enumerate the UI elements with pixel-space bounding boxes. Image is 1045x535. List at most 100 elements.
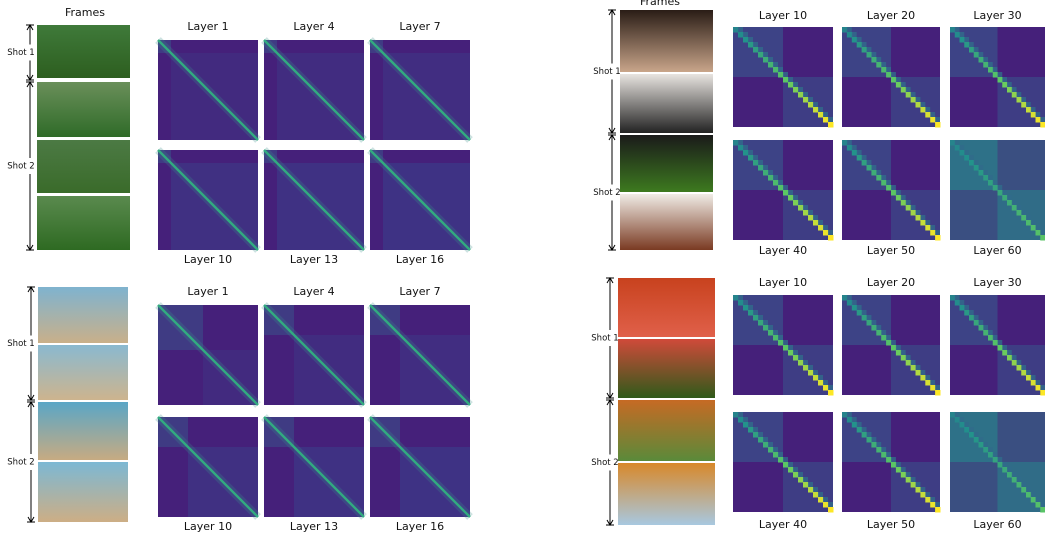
heatmap-cell xyxy=(851,32,857,37)
heatmap-cell xyxy=(846,27,852,32)
heatmap-cell xyxy=(743,37,749,43)
heatmap-cell xyxy=(915,365,921,370)
layer-label: Layer 1 xyxy=(187,285,228,298)
heatmap-cell xyxy=(768,325,773,330)
heatmap-cell xyxy=(988,180,994,186)
heatmap-cell xyxy=(1026,492,1032,498)
heatmap-cell xyxy=(950,27,956,33)
heatmap-cell xyxy=(1016,482,1022,488)
heatmap-cell xyxy=(788,467,794,473)
shot-label: Shot 1 xyxy=(7,339,34,349)
heatmap-cell xyxy=(783,190,789,196)
heatmap-cell xyxy=(930,385,936,391)
heatmap-cell xyxy=(748,310,754,316)
heatmap-cell xyxy=(895,350,902,356)
heatmap-cell xyxy=(793,82,798,87)
heatmap-cell xyxy=(828,122,834,128)
heatmap-cell xyxy=(753,315,759,321)
heatmap-diagonal-glow xyxy=(155,147,261,253)
heatmap-cell xyxy=(778,452,783,457)
heatmap-cell xyxy=(846,145,853,151)
heatmap-cell xyxy=(851,37,858,43)
video-frame xyxy=(620,10,713,72)
heatmap-cell xyxy=(973,320,979,326)
layer-label: Layer 20 xyxy=(867,276,915,289)
heatmap-cell xyxy=(964,422,969,427)
heatmap-cell xyxy=(743,150,749,156)
heatmap-cell xyxy=(866,315,872,320)
heatmap-cell xyxy=(954,417,960,423)
heatmap-cell xyxy=(793,87,799,93)
heatmap-diagonal xyxy=(263,304,365,406)
layer-label: Layer 7 xyxy=(399,285,440,298)
bracket-arrow xyxy=(26,244,34,251)
heatmap-cell xyxy=(808,487,814,493)
heatmap-cell xyxy=(856,305,862,310)
heatmap-cell xyxy=(1021,487,1027,493)
heatmap-cell xyxy=(935,230,940,235)
heatmap-cell xyxy=(930,380,936,385)
heatmap-cell xyxy=(823,502,829,508)
heatmap-cell xyxy=(793,355,799,361)
heatmap-cell xyxy=(823,225,828,230)
heatmap-cell xyxy=(748,37,753,42)
heatmap-cell xyxy=(886,67,891,72)
heatmap-cell xyxy=(803,210,809,216)
heatmap-cell xyxy=(900,350,906,355)
heatmap-cell xyxy=(997,77,1003,83)
heatmap-cell xyxy=(1035,385,1041,391)
heatmap-cell xyxy=(1021,365,1026,370)
heatmap-cell xyxy=(973,432,979,437)
heatmap-cell xyxy=(758,432,763,437)
heatmap-cell xyxy=(935,117,940,122)
heatmap-cell xyxy=(959,32,965,37)
frames-title: Frames xyxy=(65,6,105,19)
shot-label: Shot 1 xyxy=(593,67,620,77)
heatmap-cell xyxy=(905,477,912,483)
heatmap-cell xyxy=(778,335,783,340)
heatmap-cell xyxy=(997,457,1003,462)
video-frame xyxy=(618,278,715,337)
heatmap-cell xyxy=(959,150,965,156)
heatmap-cell xyxy=(738,300,744,306)
heatmap-cell xyxy=(983,325,988,330)
heatmap-diagonal xyxy=(369,304,471,406)
heatmap-cell xyxy=(871,165,877,170)
heatmap-cell xyxy=(743,145,748,150)
layer-label: Layer 10 xyxy=(184,253,232,266)
heatmap-cell xyxy=(753,155,758,160)
layer-label: Layer 7 xyxy=(399,20,440,33)
heatmap-cell xyxy=(876,170,882,175)
heatmap-cell xyxy=(768,57,773,62)
heatmap-cell xyxy=(988,62,993,67)
heatmap-cell xyxy=(1030,225,1036,231)
bracket-arrow xyxy=(26,24,34,31)
heatmap-cell xyxy=(973,160,979,165)
heatmap-cell xyxy=(788,77,793,82)
layer-label: Layer 4 xyxy=(293,20,334,33)
heatmap-cell xyxy=(1040,122,1045,128)
heatmap-cell xyxy=(876,325,882,330)
heatmap-cell xyxy=(910,97,916,103)
heatmap-cell xyxy=(768,170,773,175)
layer-label: Layer 4 xyxy=(293,285,334,298)
heatmap-cell xyxy=(920,492,926,498)
heatmap-cell xyxy=(1007,472,1013,478)
heatmap-diagonal-glow xyxy=(155,414,261,520)
heatmap-cell xyxy=(1030,497,1036,503)
video-frame xyxy=(618,400,715,461)
heatmap-cell xyxy=(881,175,887,180)
heatmap-cell xyxy=(842,27,848,33)
heatmap-cell xyxy=(988,447,993,452)
heatmap-diagonal-glow xyxy=(261,37,367,143)
heatmap-cell xyxy=(895,195,902,201)
heatmap-cell xyxy=(788,195,794,201)
heatmap-cell xyxy=(930,225,936,230)
heatmap-cell xyxy=(871,320,877,325)
heatmap-cell xyxy=(871,325,877,331)
layer-label: Layer 40 xyxy=(759,244,807,257)
heatmap-cell xyxy=(851,417,857,422)
heatmap-cell xyxy=(846,417,853,423)
heatmap-cell xyxy=(935,122,941,128)
heatmap-cell xyxy=(954,145,960,151)
